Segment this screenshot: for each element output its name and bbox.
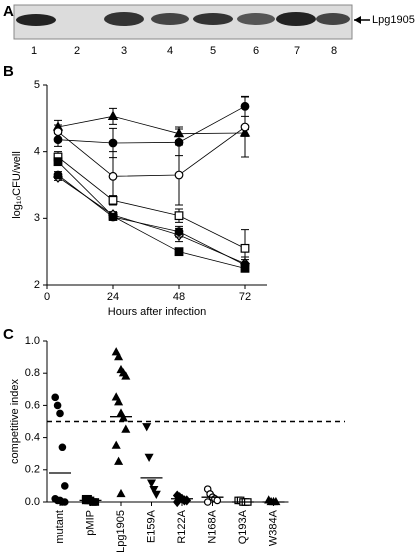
x-tick-label: 24 [107,291,119,303]
marker [121,371,131,380]
x-axis-label: Hours after infection [108,306,206,318]
marker [203,498,212,506]
marker [174,211,184,221]
marker [114,456,124,465]
y-axis-label: log₁₀CFU/well [11,151,23,219]
x-tick-label: 0 [44,291,50,303]
lane-label: 4 [167,45,173,57]
band [316,13,350,25]
marker [107,110,119,120]
series-line [57,105,246,144]
band [151,13,189,25]
series-line [57,161,246,269]
marker [58,443,67,452]
arrow-head [354,16,361,24]
band [276,12,316,26]
lane-label: 3 [121,45,127,57]
marker [118,413,128,422]
y-tick-label: 0.0 [25,496,40,508]
lane-label: 6 [253,45,259,57]
band [237,13,275,25]
lane-label: 1 [31,45,37,57]
marker [151,490,161,500]
x-tick-label: pMIP [84,510,96,536]
y-tick-label: 3 [34,212,40,224]
marker [174,247,184,257]
x-tick-label: N168A [206,509,218,543]
marker [53,170,63,180]
x-tick-label: 72 [239,291,251,303]
y-tick-label: 0.2 [25,464,40,476]
marker [146,479,157,488]
y-tick-label: 4 [34,146,40,158]
y-tick-label: 0.6 [25,399,40,411]
x-tick-label: W384A [267,509,279,546]
x-tick-label: Lpg1905 [115,510,127,553]
marker [61,498,69,506]
marker [174,227,184,237]
y-tick-label: 1.0 [25,335,40,347]
lane-label: 2 [74,45,80,57]
marker [240,260,250,270]
marker [108,195,118,205]
marker [240,243,250,253]
marker [108,212,118,222]
x-tick-label: mutant [54,510,66,544]
y-tick-label: 0.4 [25,432,40,444]
band [104,12,144,26]
band [16,14,56,26]
x-tick-label: E159A [145,509,157,543]
series-line [57,115,246,135]
y-tick-label: 5 [34,79,40,91]
band-label: Lpg1905 [372,14,415,26]
panel-label: A [3,3,14,20]
marker [144,453,154,463]
marker [114,352,124,361]
marker [142,423,152,432]
series-line [57,174,246,266]
y-axis-label: competitive index [9,379,21,464]
marker [213,496,222,505]
marker [53,401,62,410]
marker [53,157,63,167]
lane-label: 7 [294,45,300,57]
marker [149,485,159,495]
marker [111,440,121,449]
marker [108,171,118,181]
x-tick-label: 48 [173,291,185,303]
y-tick-label: 2 [34,279,40,291]
x-tick-label: Q193A [237,509,249,544]
marker [91,498,100,506]
band [193,13,233,25]
panel-label: C [3,326,14,343]
series-line [57,156,246,249]
marker [53,127,63,137]
marker [114,397,124,406]
x-tick-label: R122A [176,509,188,543]
marker [240,122,250,132]
panel-label: B [3,63,14,80]
marker [121,424,131,433]
marker [174,170,184,180]
y-tick-label: 0.8 [25,367,40,379]
lane-label: 5 [210,45,216,57]
marker [84,494,92,503]
marker [56,409,64,418]
marker [172,496,182,508]
marker [108,138,118,148]
series-line [57,126,246,177]
marker [116,488,126,498]
marker [51,393,60,402]
marker [61,482,69,490]
lane-label: 8 [331,45,337,57]
blot: Lpg1905 1 2 3 4 5 6 7 8 [13,4,415,57]
